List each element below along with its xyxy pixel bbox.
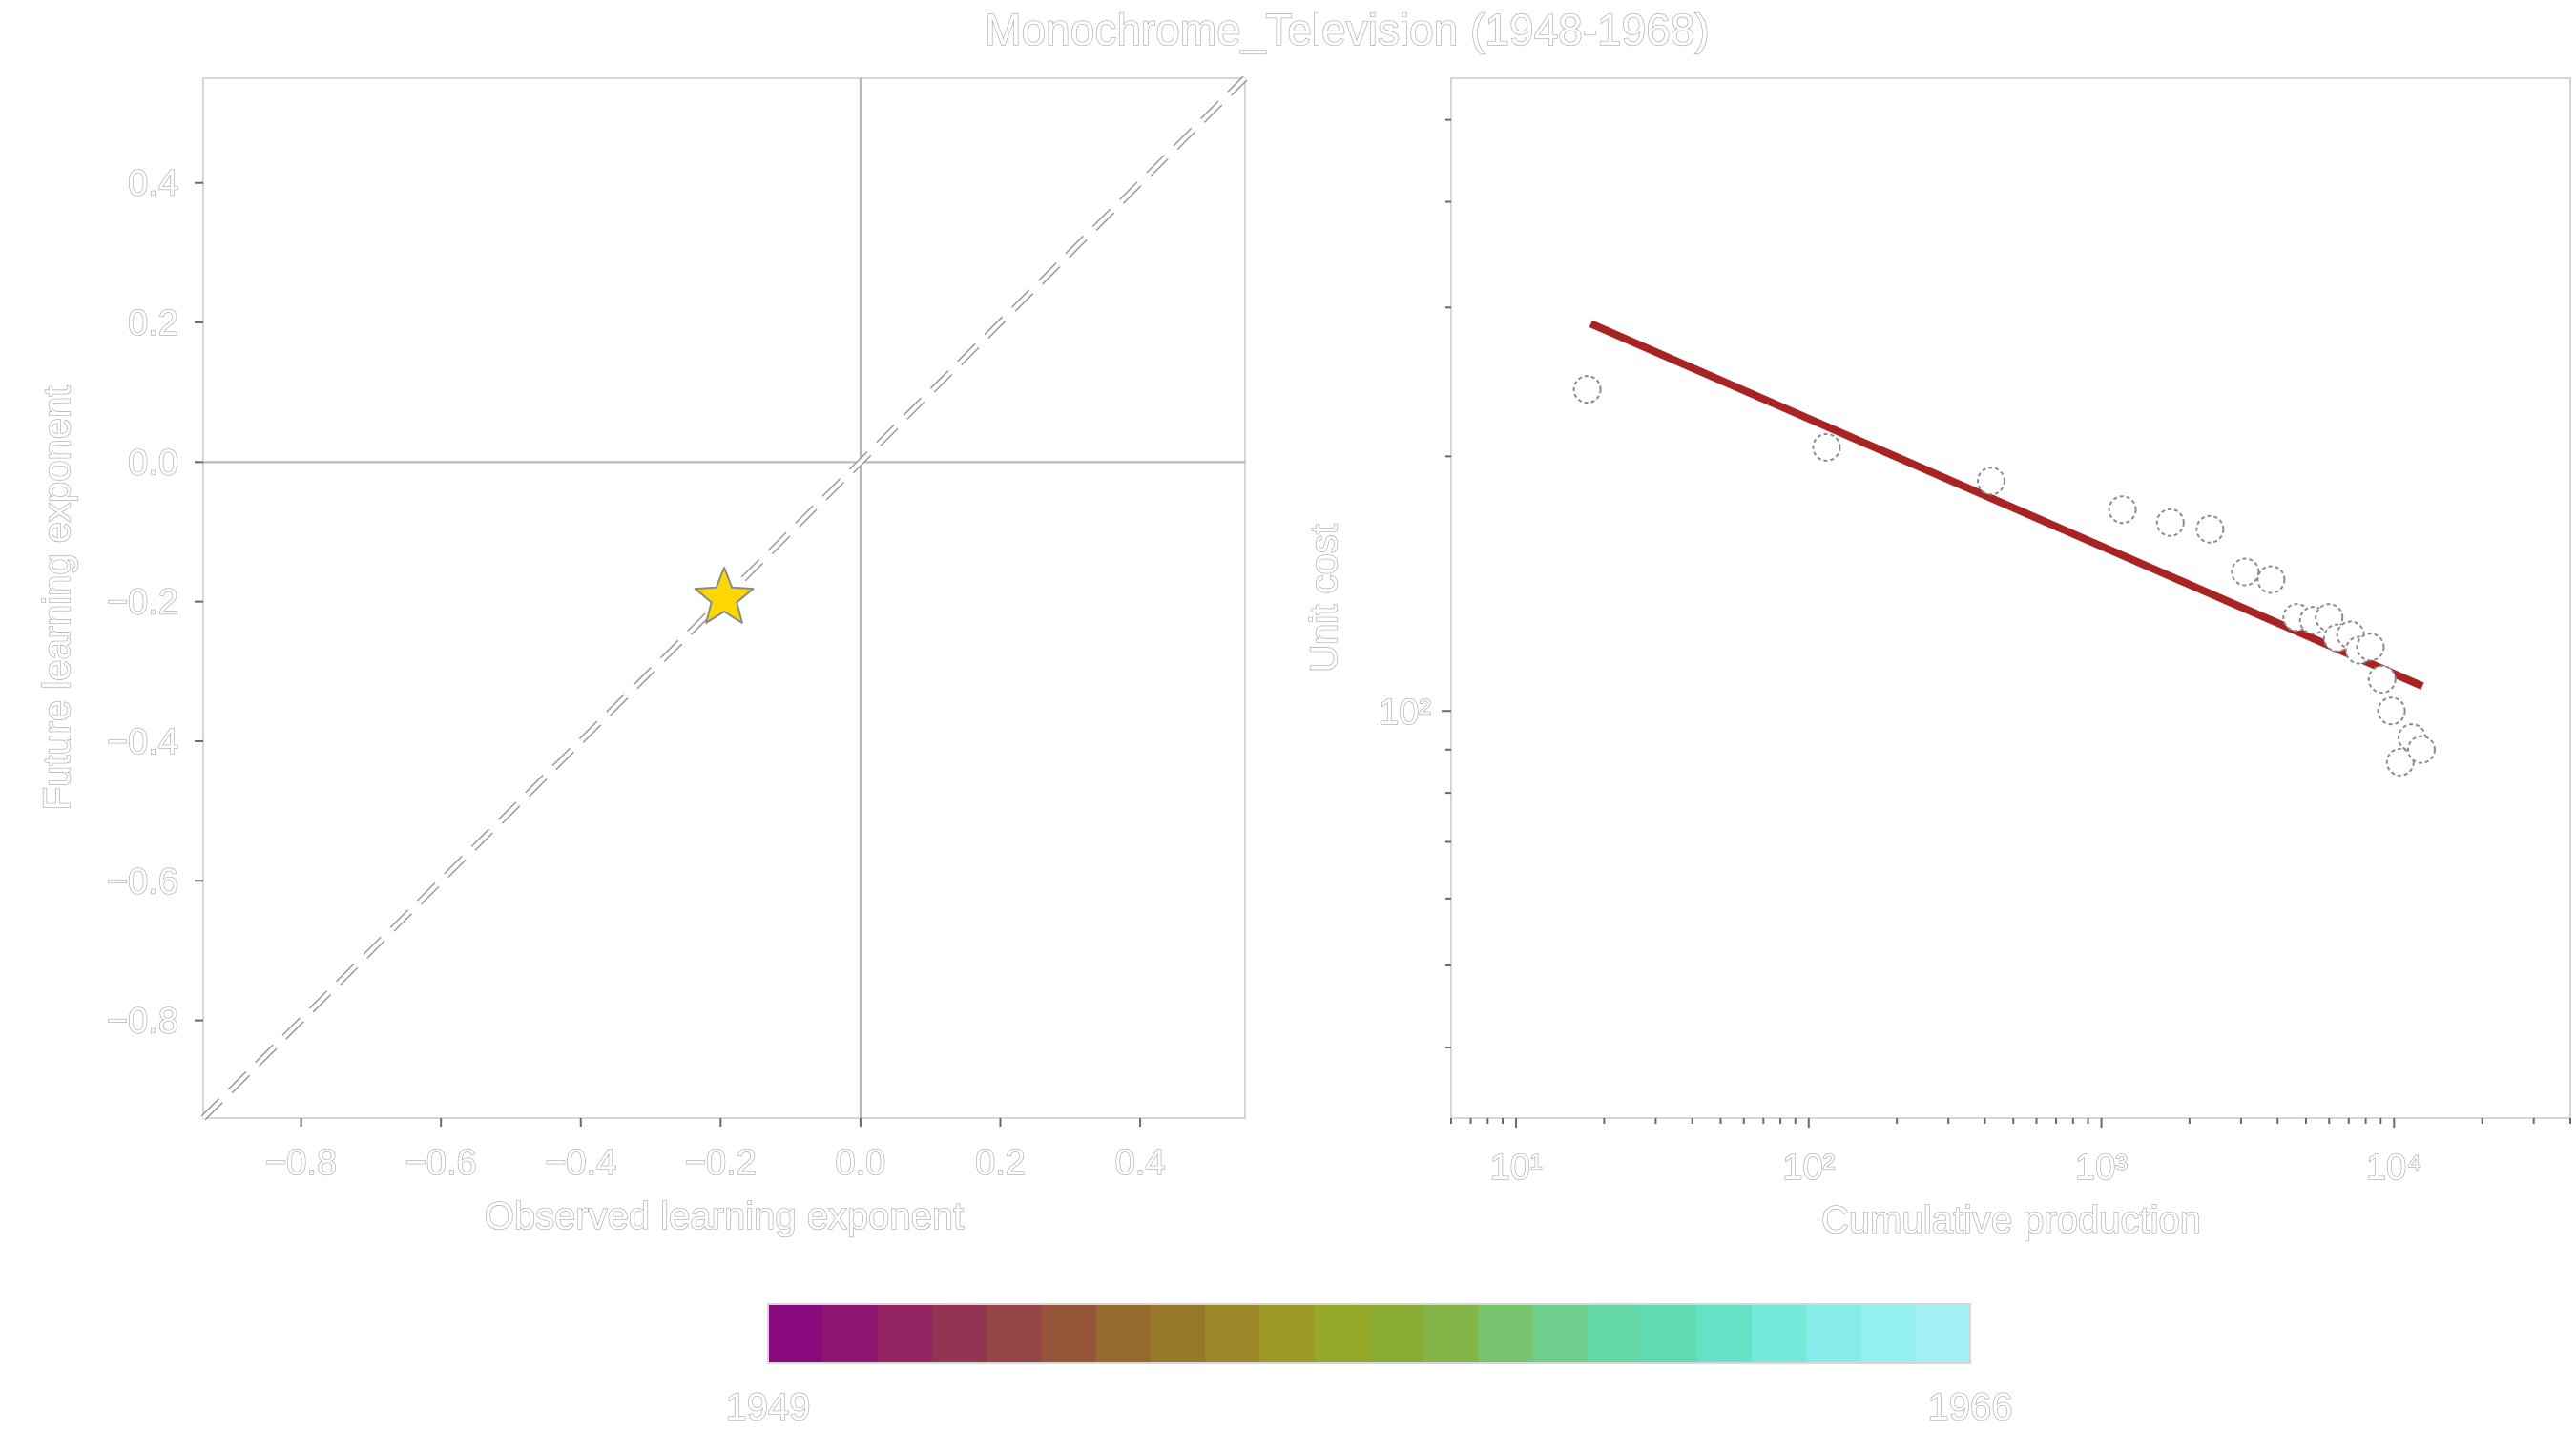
colorbar-cell <box>1150 1304 1206 1363</box>
left-x-tick-label: −0.4 <box>545 1143 616 1183</box>
colorbar-cell <box>877 1304 933 1363</box>
colorbar-cell <box>1041 1304 1097 1363</box>
right-plot-frame <box>1450 77 2571 1119</box>
data-point <box>2377 696 2406 726</box>
left-y-tick-label: 0.4 <box>128 164 178 204</box>
left-y-axis-label: Future learning exponent <box>36 386 78 811</box>
data-point <box>2406 735 2436 764</box>
colorbar-cell <box>1696 1304 1753 1363</box>
right-x-tick-label: 10³ <box>2075 1148 2128 1188</box>
right-y-axis-label: Unit cost <box>1303 524 1345 673</box>
left-x-axis-label: Observed learning exponent <box>485 1195 965 1237</box>
colorbar-max-label: 1966 <box>1928 1386 2013 1428</box>
colorbar-cell <box>1478 1304 1534 1363</box>
colorbar-cell <box>1642 1304 1698 1363</box>
data-point <box>2256 565 2286 594</box>
colorbar-cell <box>822 1304 879 1363</box>
colorbar-cell <box>1259 1304 1316 1363</box>
data-point <box>2367 665 2397 695</box>
colorbar-cell <box>1369 1304 1424 1363</box>
right-y-tick-label: 10² <box>1379 693 1431 733</box>
fit-line <box>1589 320 2424 690</box>
data-point <box>1572 375 1602 404</box>
right-x-tick-label: 10¹ <box>1490 1148 1543 1188</box>
left-x-tick-label: 0.2 <box>975 1143 1026 1183</box>
left-x-tick-label: 0.0 <box>835 1143 885 1183</box>
left-y-tick-label: 0.2 <box>128 303 178 343</box>
data-point <box>2231 557 2260 587</box>
left-x-tick-label: −0.2 <box>685 1143 757 1183</box>
colorbar-cell <box>768 1304 823 1363</box>
right-x-axis-label: Cumulative production <box>1821 1199 2201 1241</box>
right-plot-area <box>1572 320 2436 777</box>
left-panel: −0.8 −0.6 −0.4 −0.2 0.0 0.2 0.4 0.4 0.2 0.0 −0.2 −0… <box>35 75 1248 1238</box>
right-ticks: 10¹ 10² 10³ 10⁴ 10² <box>1378 118 2571 1189</box>
data-point <box>2108 495 2137 525</box>
left-plot-frame <box>202 77 1246 1119</box>
data-point <box>2195 514 2225 544</box>
left-x-tick-label: 0.4 <box>1115 1143 1166 1183</box>
left-ticks: −0.8 −0.6 −0.4 −0.2 0.0 0.2 0.4 0.4 0.2 0.0 −0.2 −0… <box>106 163 1166 1184</box>
right-x-tick-label: 10⁴ <box>2366 1148 2422 1188</box>
colorbar-cell <box>1205 1304 1261 1363</box>
data-point <box>1976 467 2005 496</box>
colorbar: 1949 1966 <box>725 1303 2013 1429</box>
colorbar-cell <box>1314 1304 1370 1363</box>
colorbar-cell <box>1806 1304 1862 1363</box>
star-marker <box>694 567 755 624</box>
colorbar-cell <box>931 1304 987 1363</box>
colorbar-cell <box>1423 1304 1480 1363</box>
data-point <box>2385 747 2415 777</box>
left-y-tick-label: −0.8 <box>107 1002 178 1042</box>
colorbar-cell <box>1095 1304 1152 1363</box>
colorbar-cell <box>1751 1304 1807 1363</box>
left-x-tick-label: −0.8 <box>265 1143 337 1183</box>
left-y-tick-label: −0.6 <box>107 861 178 902</box>
colorbar-frame <box>767 1303 1971 1364</box>
colorbar-cell <box>1860 1304 1917 1363</box>
left-y-tick-label: 0.0 <box>128 443 178 483</box>
right-panel: 10¹ 10² 10³ 10⁴ 10² Cumulative production Un… <box>1302 77 2571 1242</box>
left-plot-area <box>200 75 1248 1121</box>
colorbar-cells <box>768 1304 1971 1363</box>
colorbar-cell <box>1915 1304 1971 1363</box>
colorbar-cell <box>1588 1304 1643 1363</box>
figure-title: Monochrome_Television (1948-1968) <box>985 5 1709 54</box>
colorbar-cell <box>1532 1304 1589 1363</box>
colorbar-cell <box>987 1304 1042 1363</box>
left-x-tick-label: −0.6 <box>405 1143 477 1183</box>
colorbar-min-label: 1949 <box>726 1386 811 1428</box>
left-y-tick-label: −0.4 <box>107 722 178 762</box>
left-y-tick-label: −0.2 <box>107 583 178 623</box>
right-x-tick-label: 10² <box>1782 1148 1835 1188</box>
data-point <box>1812 432 1841 462</box>
data-point <box>2356 633 2385 662</box>
data-point <box>2155 508 2185 537</box>
